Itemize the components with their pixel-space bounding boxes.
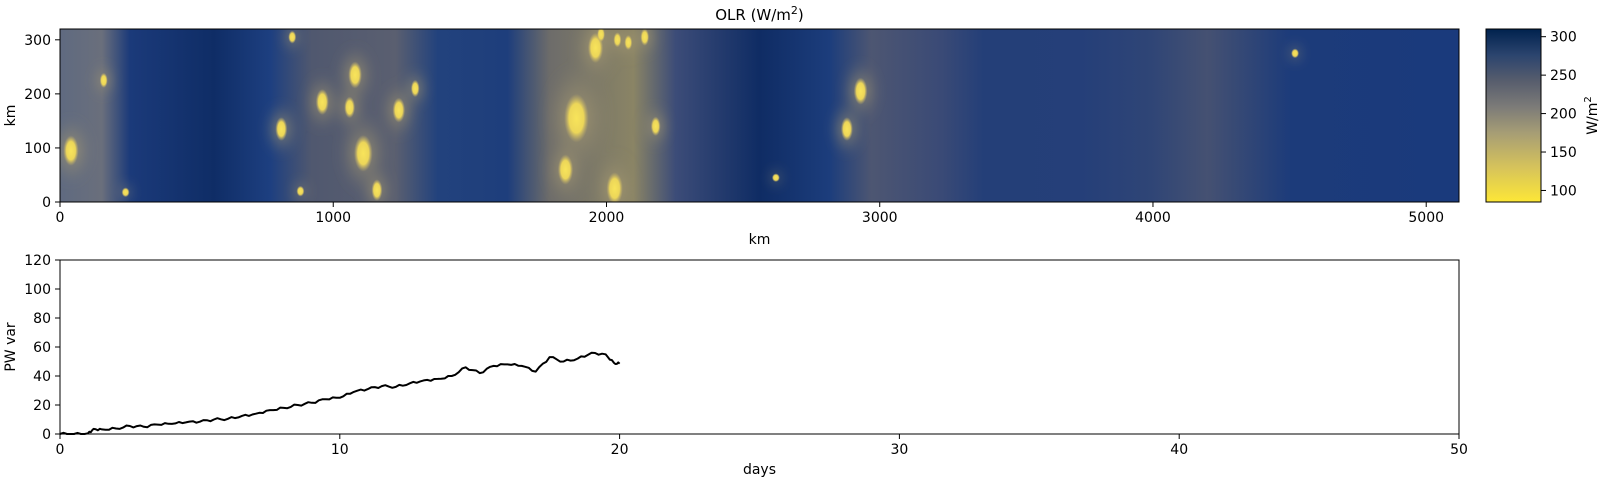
line-x-ticks: 0 10 20 30 40 50 (56, 434, 1468, 458)
bright-cell (121, 187, 130, 198)
y-tick-label: 0 (42, 427, 51, 443)
bright-cell (853, 77, 868, 105)
heatmap-x-label: km (749, 232, 771, 248)
bright-cell (564, 93, 589, 143)
heatmap-bright-cells (63, 29, 1300, 202)
olr-heatmap-panel: OLR (W/m2) 0 1000 2000 3000 4000 5000 0 100 200… (3, 4, 1460, 248)
colorbar-tick-label: 200 (1550, 107, 1577, 123)
bright-cell (296, 185, 305, 197)
bright-cell (99, 72, 108, 88)
y-tick-label: 200 (24, 87, 51, 103)
pw-var-series-line (59, 351, 621, 435)
bright-cell (640, 29, 650, 46)
bright-cell (840, 117, 853, 141)
bright-cell (1291, 48, 1300, 59)
bright-cell (392, 97, 406, 123)
x-tick-label: 40 (1170, 442, 1188, 458)
x-tick-label: 2000 (589, 210, 625, 226)
colorbar-label: W/m2 (1583, 96, 1600, 135)
heatmap-field (60, 29, 1459, 202)
line-x-label: days (743, 462, 776, 478)
heatmap-title: OLR (W/m2) (715, 4, 804, 24)
heatmap-y-label: km (3, 105, 19, 127)
bright-cell (288, 30, 297, 44)
line-y-label: PW var (3, 322, 19, 372)
y-tick-label: 20 (33, 398, 51, 414)
bright-cell (354, 134, 373, 172)
y-tick-label: 300 (24, 33, 51, 49)
bright-cell (606, 172, 623, 202)
x-tick-label: 30 (890, 442, 908, 458)
bright-cell (371, 179, 383, 201)
y-tick-label: 100 (24, 282, 51, 298)
colorbar-gradient (1485, 28, 1542, 203)
colorbar-tick-label: 250 (1550, 68, 1577, 84)
y-tick-label: 60 (33, 340, 51, 356)
y-tick-label: 100 (24, 141, 51, 157)
colorbar-ticks: 100 150 200 250 300 (1541, 30, 1577, 199)
heatmap-axes-frame (59, 28, 1460, 203)
bright-cell (348, 61, 362, 89)
y-tick-label: 80 (33, 311, 51, 327)
colorbar-tick-label: 100 (1550, 183, 1577, 199)
bright-cell (275, 117, 288, 141)
colorbar-tick-label: 300 (1550, 30, 1577, 46)
pw-var-panel: 0 10 20 30 40 50 0 20 40 60 80 100 120 days PW var (3, 253, 1468, 478)
x-tick-label: 20 (611, 442, 629, 458)
heatmap-x-ticks: 0 1000 2000 3000 4000 5000 (56, 202, 1444, 226)
x-tick-label: 0 (56, 442, 65, 458)
y-tick-label: 120 (24, 253, 51, 269)
line-axes-frame (59, 259, 1460, 435)
x-tick-label: 1000 (315, 210, 351, 226)
x-tick-label: 50 (1450, 442, 1468, 458)
y-tick-label: 40 (33, 369, 51, 385)
y-tick-label: 0 (42, 195, 51, 211)
bright-cell (597, 29, 606, 42)
bright-cell (557, 154, 574, 185)
heatmap-y-ticks: 0 100 200 300 (24, 33, 60, 211)
colorbar: 100 150 200 250 300 W/m2 (1485, 28, 1600, 203)
bright-cell (613, 32, 622, 48)
x-tick-label: 5000 (1408, 210, 1444, 226)
bright-cell (410, 79, 420, 98)
bright-cell (624, 34, 633, 51)
x-tick-label: 10 (331, 442, 349, 458)
line-y-ticks: 0 20 40 60 80 100 120 (24, 253, 60, 443)
bright-cell (650, 116, 661, 137)
bright-cell (315, 89, 329, 115)
x-tick-label: 4000 (1135, 210, 1171, 226)
x-tick-label: 0 (56, 210, 65, 226)
bright-cell (771, 173, 780, 182)
bright-cell (344, 96, 356, 119)
colorbar-tick-label: 150 (1550, 145, 1577, 161)
x-tick-label: 3000 (862, 210, 898, 226)
heatmap-haze (60, 29, 1302, 202)
bright-cell (63, 135, 79, 166)
